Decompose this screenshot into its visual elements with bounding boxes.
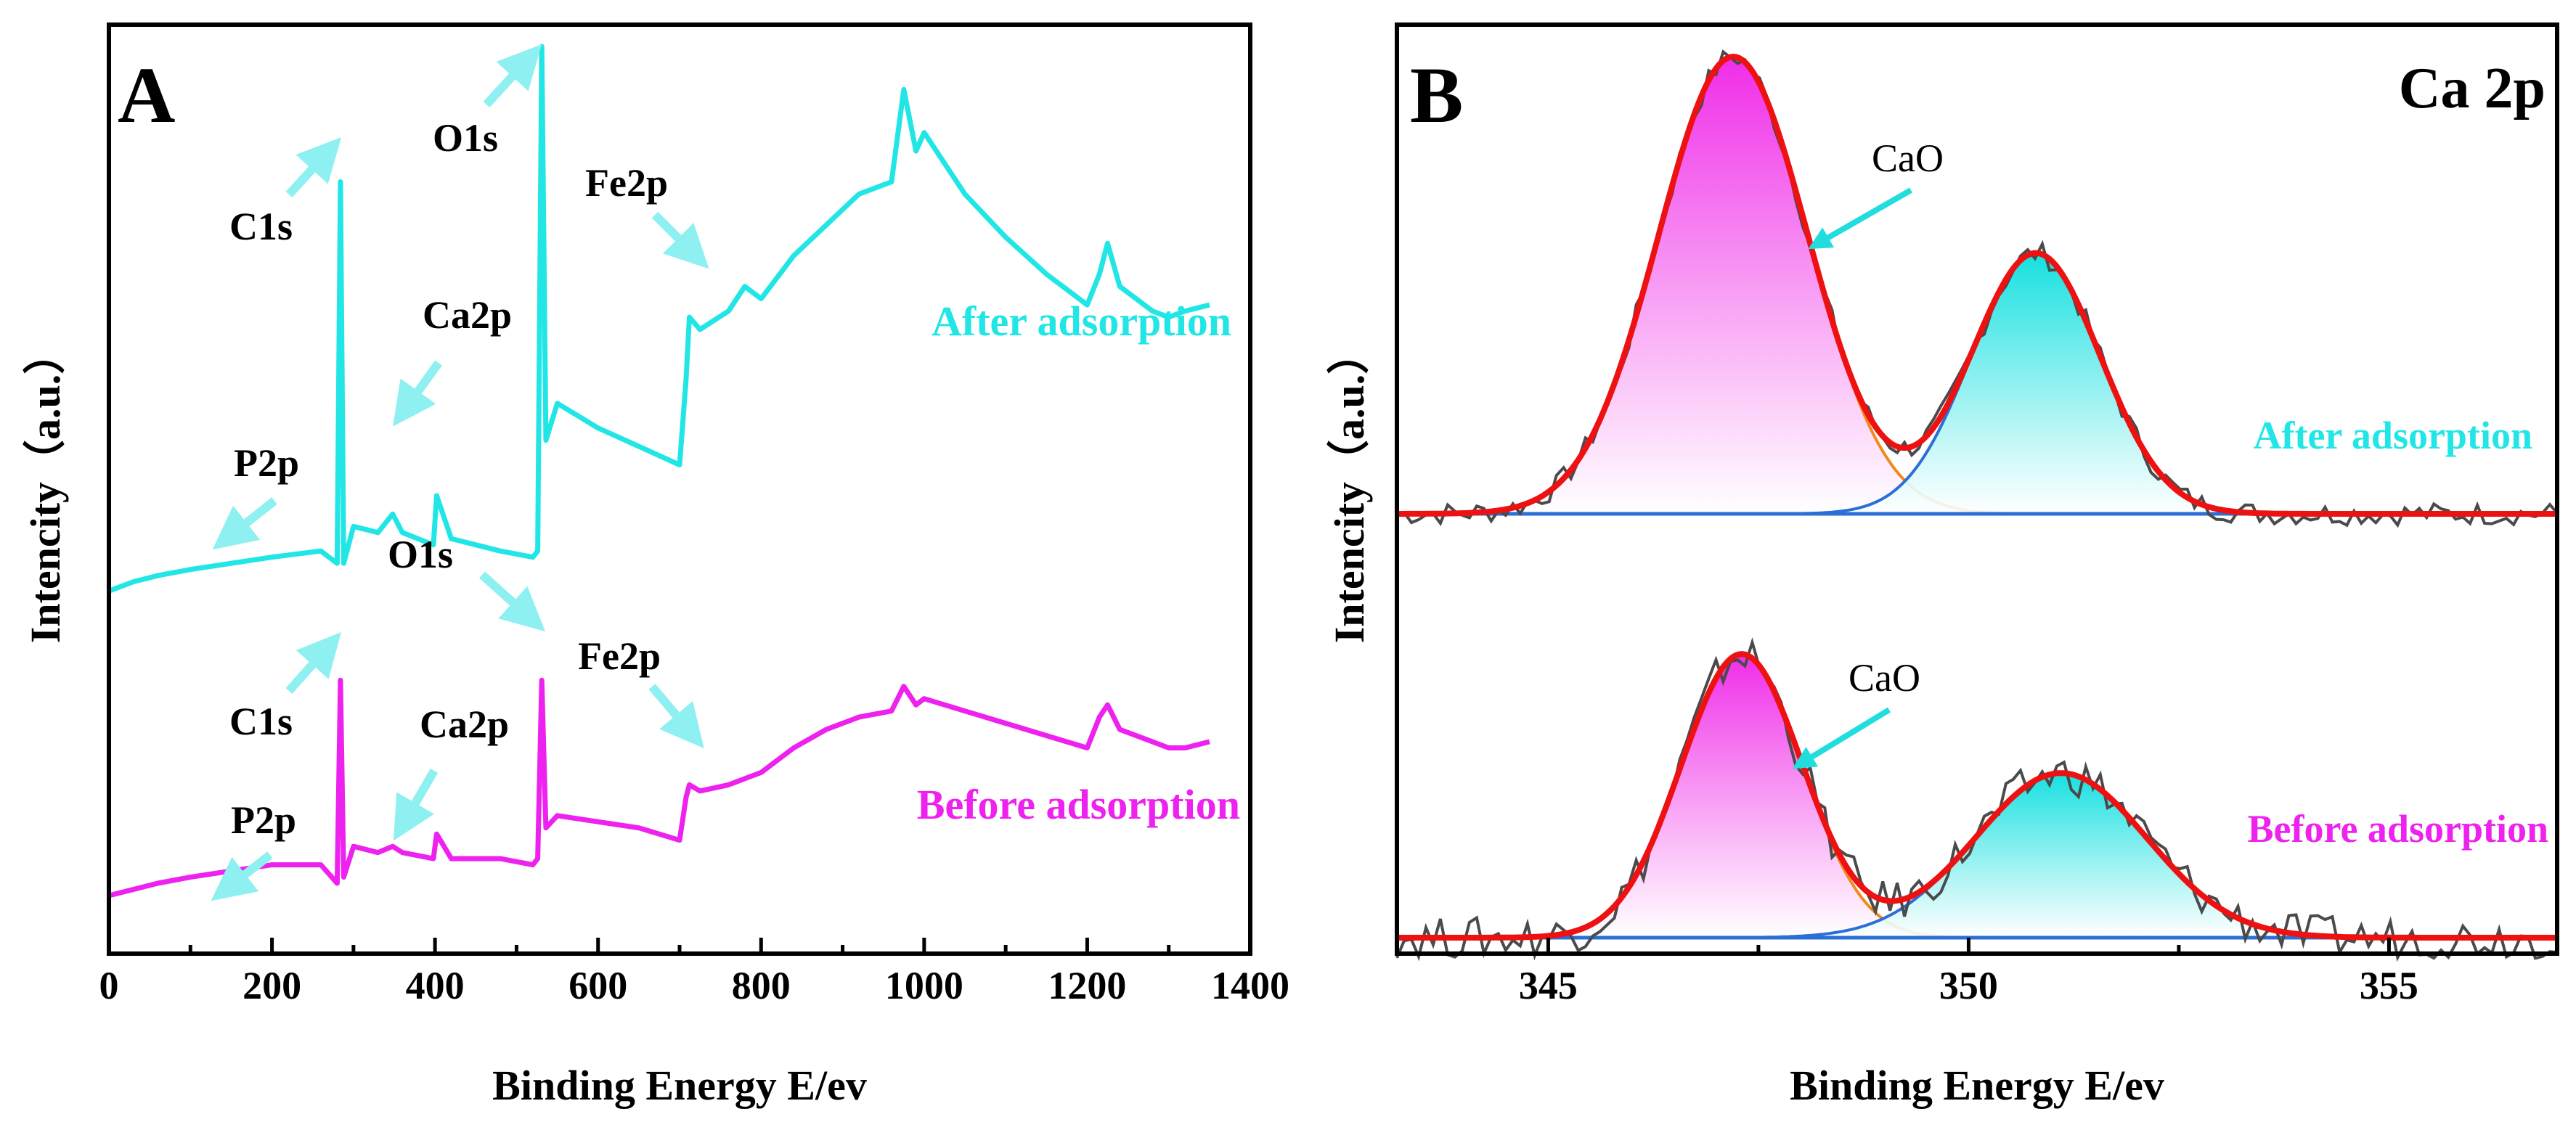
panel-a-annotations: C1s O1s Fe2p Ca2p P2p bbox=[212, 44, 709, 550]
panel-a-series bbox=[107, 44, 1210, 898]
x-tick-label: 1000 bbox=[885, 964, 963, 1007]
x-tick-label: 200 bbox=[242, 964, 301, 1007]
x-tick-label: 0 bbox=[99, 964, 119, 1007]
panel-a-x-ticks: 0 200 400 600 800 1000 1200 1400 bbox=[99, 938, 1289, 1007]
series-line-after-adsorption bbox=[107, 44, 1210, 594]
arrow-fe2p-after bbox=[651, 211, 709, 269]
component-peak-area-before-adsorption bbox=[1397, 773, 2557, 938]
annotation-ca2p-after: Ca2p bbox=[423, 293, 512, 337]
panel-a-y-axis-label: Intencity（a.u.） bbox=[22, 332, 69, 644]
panel-b-frame bbox=[1395, 22, 2559, 956]
panel-b-x-axis-label: Binding Energy E/ev bbox=[1790, 1062, 2164, 1109]
panel-b-label: B bbox=[1410, 51, 1463, 139]
arrow-fe2p-before bbox=[648, 684, 704, 749]
panel-b-y-axis-label: Intencity（a.u.） bbox=[1326, 332, 1373, 644]
legend-before-adsorption: Before adsorption bbox=[917, 781, 1240, 828]
component-peak-area-after-adsorption bbox=[1397, 253, 2557, 514]
panel-b-series bbox=[1395, 49, 2559, 962]
panel-b-x-ticks: 345 350 355 bbox=[1519, 938, 2418, 1007]
arrow-p2p-after bbox=[212, 497, 277, 550]
arrow-c1s-before bbox=[285, 632, 341, 694]
x-tick-label: 600 bbox=[568, 964, 627, 1007]
x-tick-label: 1400 bbox=[1211, 964, 1289, 1007]
x-tick-label: 345 bbox=[1519, 964, 1578, 1007]
arrow-cao-after bbox=[1808, 187, 1912, 250]
panel-b-title: Ca 2p bbox=[2399, 57, 2546, 120]
annotation-ca2p-before: Ca2p bbox=[420, 703, 509, 746]
arrow-o1s-before bbox=[478, 571, 545, 632]
panel-b-chart: 345 350 355 B Ca 2p Binding Energy E/ev In… bbox=[1326, 22, 2559, 1109]
arrow-p2p-before bbox=[211, 851, 273, 901]
annotation-fe2p-after: Fe2p bbox=[585, 161, 668, 205]
x-tick-label: 355 bbox=[2360, 964, 2418, 1007]
annotation-o1s-after: O1s bbox=[433, 116, 498, 160]
arrow-c1s-after bbox=[285, 137, 342, 198]
annotation-fe2p-before: Fe2p bbox=[578, 634, 661, 678]
annotation-c1s-before: C1s bbox=[229, 700, 293, 743]
arrow-cao-before bbox=[1792, 707, 1891, 769]
x-tick-label: 1200 bbox=[1048, 964, 1126, 1007]
fit-envelope-after-adsorption bbox=[1397, 53, 2557, 517]
panel-a-x-axis-label: Binding Energy E/ev bbox=[492, 1062, 867, 1109]
panel-a-annotations-before: O1s C1s Fe2p Ca2p P2p bbox=[211, 533, 704, 901]
annotation-c1s-after: C1s bbox=[229, 205, 293, 248]
panel-a-chart: 0 200 400 600 800 1000 1200 1400 A Binding Ener… bbox=[22, 22, 1289, 1109]
arrow-o1s-after bbox=[483, 44, 542, 108]
fit-envelope-before-adsorption bbox=[1397, 651, 2557, 941]
arrow-ca2p-before bbox=[393, 768, 439, 841]
annotation-p2p-after: P2p bbox=[234, 441, 299, 485]
x-tick-label: 350 bbox=[1939, 964, 1998, 1007]
annotation-cao-before: CaO bbox=[1849, 656, 1920, 700]
legend-b-before-adsorption: Before adsorption bbox=[2248, 807, 2549, 851]
legend-after-adsorption: After adsorption bbox=[932, 298, 1231, 345]
component-peak-area-before-adsorption bbox=[1397, 654, 2557, 938]
arrow-ca2p-after bbox=[393, 360, 442, 427]
annotation-o1s-before: O1s bbox=[388, 533, 453, 576]
series-line-before-adsorption bbox=[108, 677, 1210, 898]
annotation-cao-after: CaO bbox=[1872, 136, 1944, 180]
x-tick-label: 400 bbox=[406, 964, 465, 1007]
x-tick-label: 800 bbox=[732, 964, 791, 1007]
legend-b-after-adsorption: After adsorption bbox=[2254, 414, 2533, 457]
panel-a-label: A bbox=[118, 51, 175, 139]
annotation-p2p-before: P2p bbox=[231, 798, 296, 842]
component-peak-area-after-adsorption bbox=[1397, 57, 2557, 514]
